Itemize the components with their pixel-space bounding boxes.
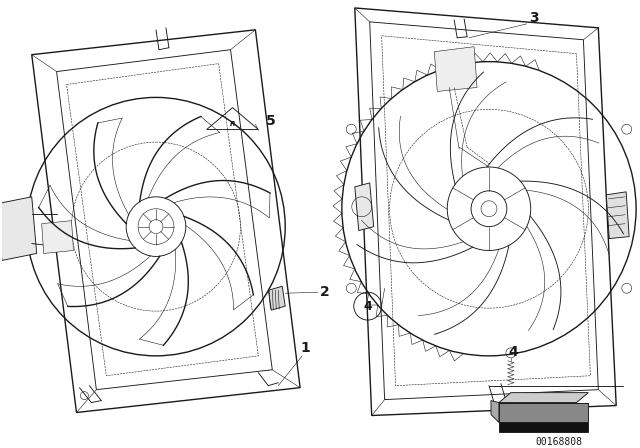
- Polygon shape: [499, 422, 588, 432]
- Text: R: R: [230, 121, 236, 127]
- Text: 1: 1: [300, 341, 310, 355]
- Polygon shape: [499, 392, 588, 403]
- Text: 4: 4: [364, 300, 372, 313]
- Polygon shape: [499, 403, 588, 422]
- Text: 00168808: 00168808: [535, 437, 582, 448]
- Text: 3: 3: [529, 11, 538, 25]
- Polygon shape: [0, 197, 36, 260]
- Polygon shape: [606, 192, 629, 238]
- Polygon shape: [435, 47, 477, 91]
- Polygon shape: [42, 221, 74, 254]
- Text: 2: 2: [320, 285, 330, 299]
- Text: 4: 4: [509, 345, 518, 359]
- Polygon shape: [491, 401, 499, 422]
- Polygon shape: [268, 286, 285, 310]
- Polygon shape: [355, 183, 374, 231]
- Text: 5: 5: [266, 114, 276, 128]
